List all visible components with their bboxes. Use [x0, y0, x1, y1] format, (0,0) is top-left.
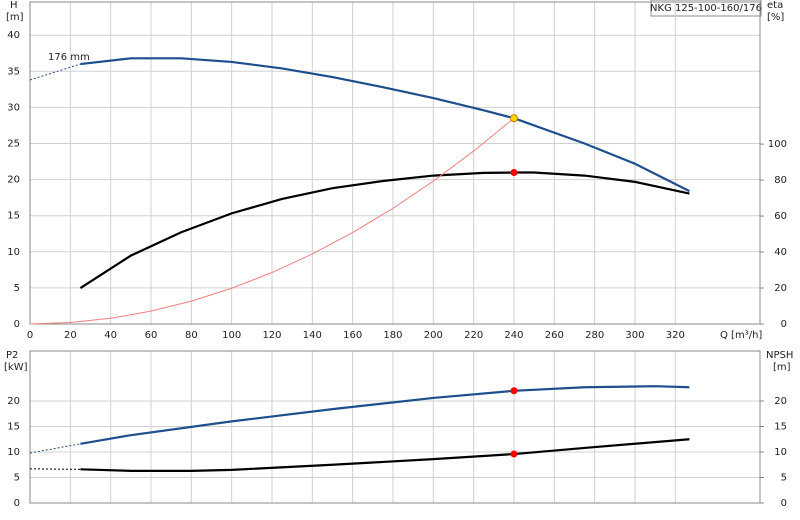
y2-tick-label: 0 [781, 498, 787, 509]
y2-tick-label: 5 [781, 472, 787, 483]
y2-tick-label: 20 [774, 283, 787, 294]
operating-point [509, 114, 518, 123]
y2-tick-label: 10 [774, 447, 787, 458]
y2-tick-label: 0 [781, 319, 787, 330]
curve [29, 443, 81, 454]
y-axis-label: H [10, 0, 18, 11]
plot-frame [29, 1, 761, 325]
y-tick-label: 30 [7, 102, 20, 113]
x-tick-label: 300 [625, 330, 644, 341]
y-tick-label: 25 [7, 139, 20, 150]
x-tick-label: 160 [343, 330, 362, 341]
x-tick-label: 20 [64, 330, 77, 341]
x-tick-label: 200 [424, 330, 443, 341]
x-tick-label: 260 [545, 330, 564, 341]
x-axis-label: Q [m³/h] [720, 330, 762, 341]
x-tick-label: 120 [262, 330, 281, 341]
curve [80, 57, 690, 193]
y2-tick-label: 20 [774, 396, 787, 407]
y2-axis-unit: [m] [773, 362, 791, 373]
y-tick-label: 20 [7, 175, 20, 186]
curve [29, 63, 81, 81]
y2-axis-label: eta [767, 0, 783, 11]
y-axis-unit: [kW] [4, 362, 28, 373]
y-tick-label: 5 [14, 472, 20, 483]
y2-tick-label: 15 [774, 421, 787, 432]
curve [29, 117, 515, 325]
y-tick-label: 0 [14, 498, 20, 509]
y-tick-label: 20 [7, 396, 20, 407]
chart-title: NKG 125-100-160/176 [650, 3, 762, 14]
y-axis-label: P2 [6, 350, 18, 361]
x-tick-label: 100 [222, 330, 241, 341]
y2-tick-label: 80 [774, 175, 787, 186]
y2-tick-label: 40 [774, 247, 787, 258]
curve [80, 385, 690, 445]
plot-frame [29, 350, 761, 504]
operating-point [510, 387, 518, 395]
y-tick-label: 0 [14, 319, 20, 330]
x-tick-label: 140 [303, 330, 322, 341]
y-tick-label: 5 [14, 283, 20, 294]
x-tick-label: 240 [504, 330, 523, 341]
x-tick-label: 220 [464, 330, 483, 341]
annotation: 176 mm [48, 52, 90, 63]
y-tick-label: 10 [7, 447, 20, 458]
y-tick-label: 40 [7, 30, 20, 41]
y2-axis-unit: [%] [767, 12, 784, 23]
x-tick-label: 80 [185, 330, 198, 341]
y-tick-label: 15 [7, 211, 20, 222]
x-tick-label: 60 [145, 330, 158, 341]
operating-point [510, 450, 518, 458]
x-tick-label: 320 [666, 330, 685, 341]
y2-axis-label: NPSH [766, 350, 793, 361]
x-tick-label: 280 [585, 330, 604, 341]
y-tick-label: 10 [7, 247, 20, 258]
y-axis-unit: [m] [6, 12, 24, 23]
y2-tick-label: 60 [774, 211, 787, 222]
curve [80, 438, 690, 472]
curve [29, 468, 81, 470]
y2-tick-label: 100 [768, 139, 787, 150]
operating-point [510, 169, 518, 177]
x-tick-label: 40 [104, 330, 117, 341]
curve [79, 171, 690, 289]
title-box [650, 0, 762, 17]
x-tick-label: 180 [383, 330, 402, 341]
y-tick-label: 15 [7, 421, 20, 432]
y-tick-label: 35 [7, 66, 20, 77]
x-tick-label: 0 [27, 330, 33, 341]
